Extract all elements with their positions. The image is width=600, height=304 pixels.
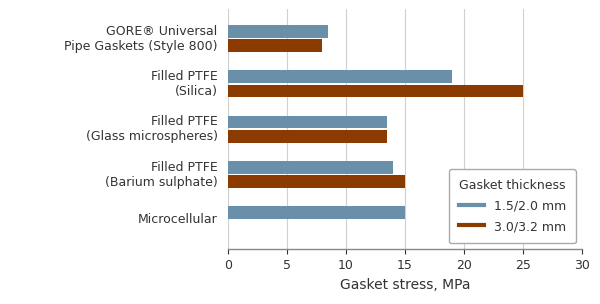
Bar <box>228 175 405 188</box>
Bar <box>228 70 452 83</box>
Bar <box>228 85 523 98</box>
Bar <box>228 116 388 128</box>
Bar <box>228 25 328 38</box>
Legend: 1.5/2.0 mm, 3.0/3.2 mm: 1.5/2.0 mm, 3.0/3.2 mm <box>449 169 576 243</box>
Bar <box>228 161 393 174</box>
Bar <box>228 40 322 52</box>
X-axis label: Gasket stress, MPa: Gasket stress, MPa <box>340 278 470 292</box>
Bar <box>228 130 388 143</box>
Bar <box>228 206 405 219</box>
